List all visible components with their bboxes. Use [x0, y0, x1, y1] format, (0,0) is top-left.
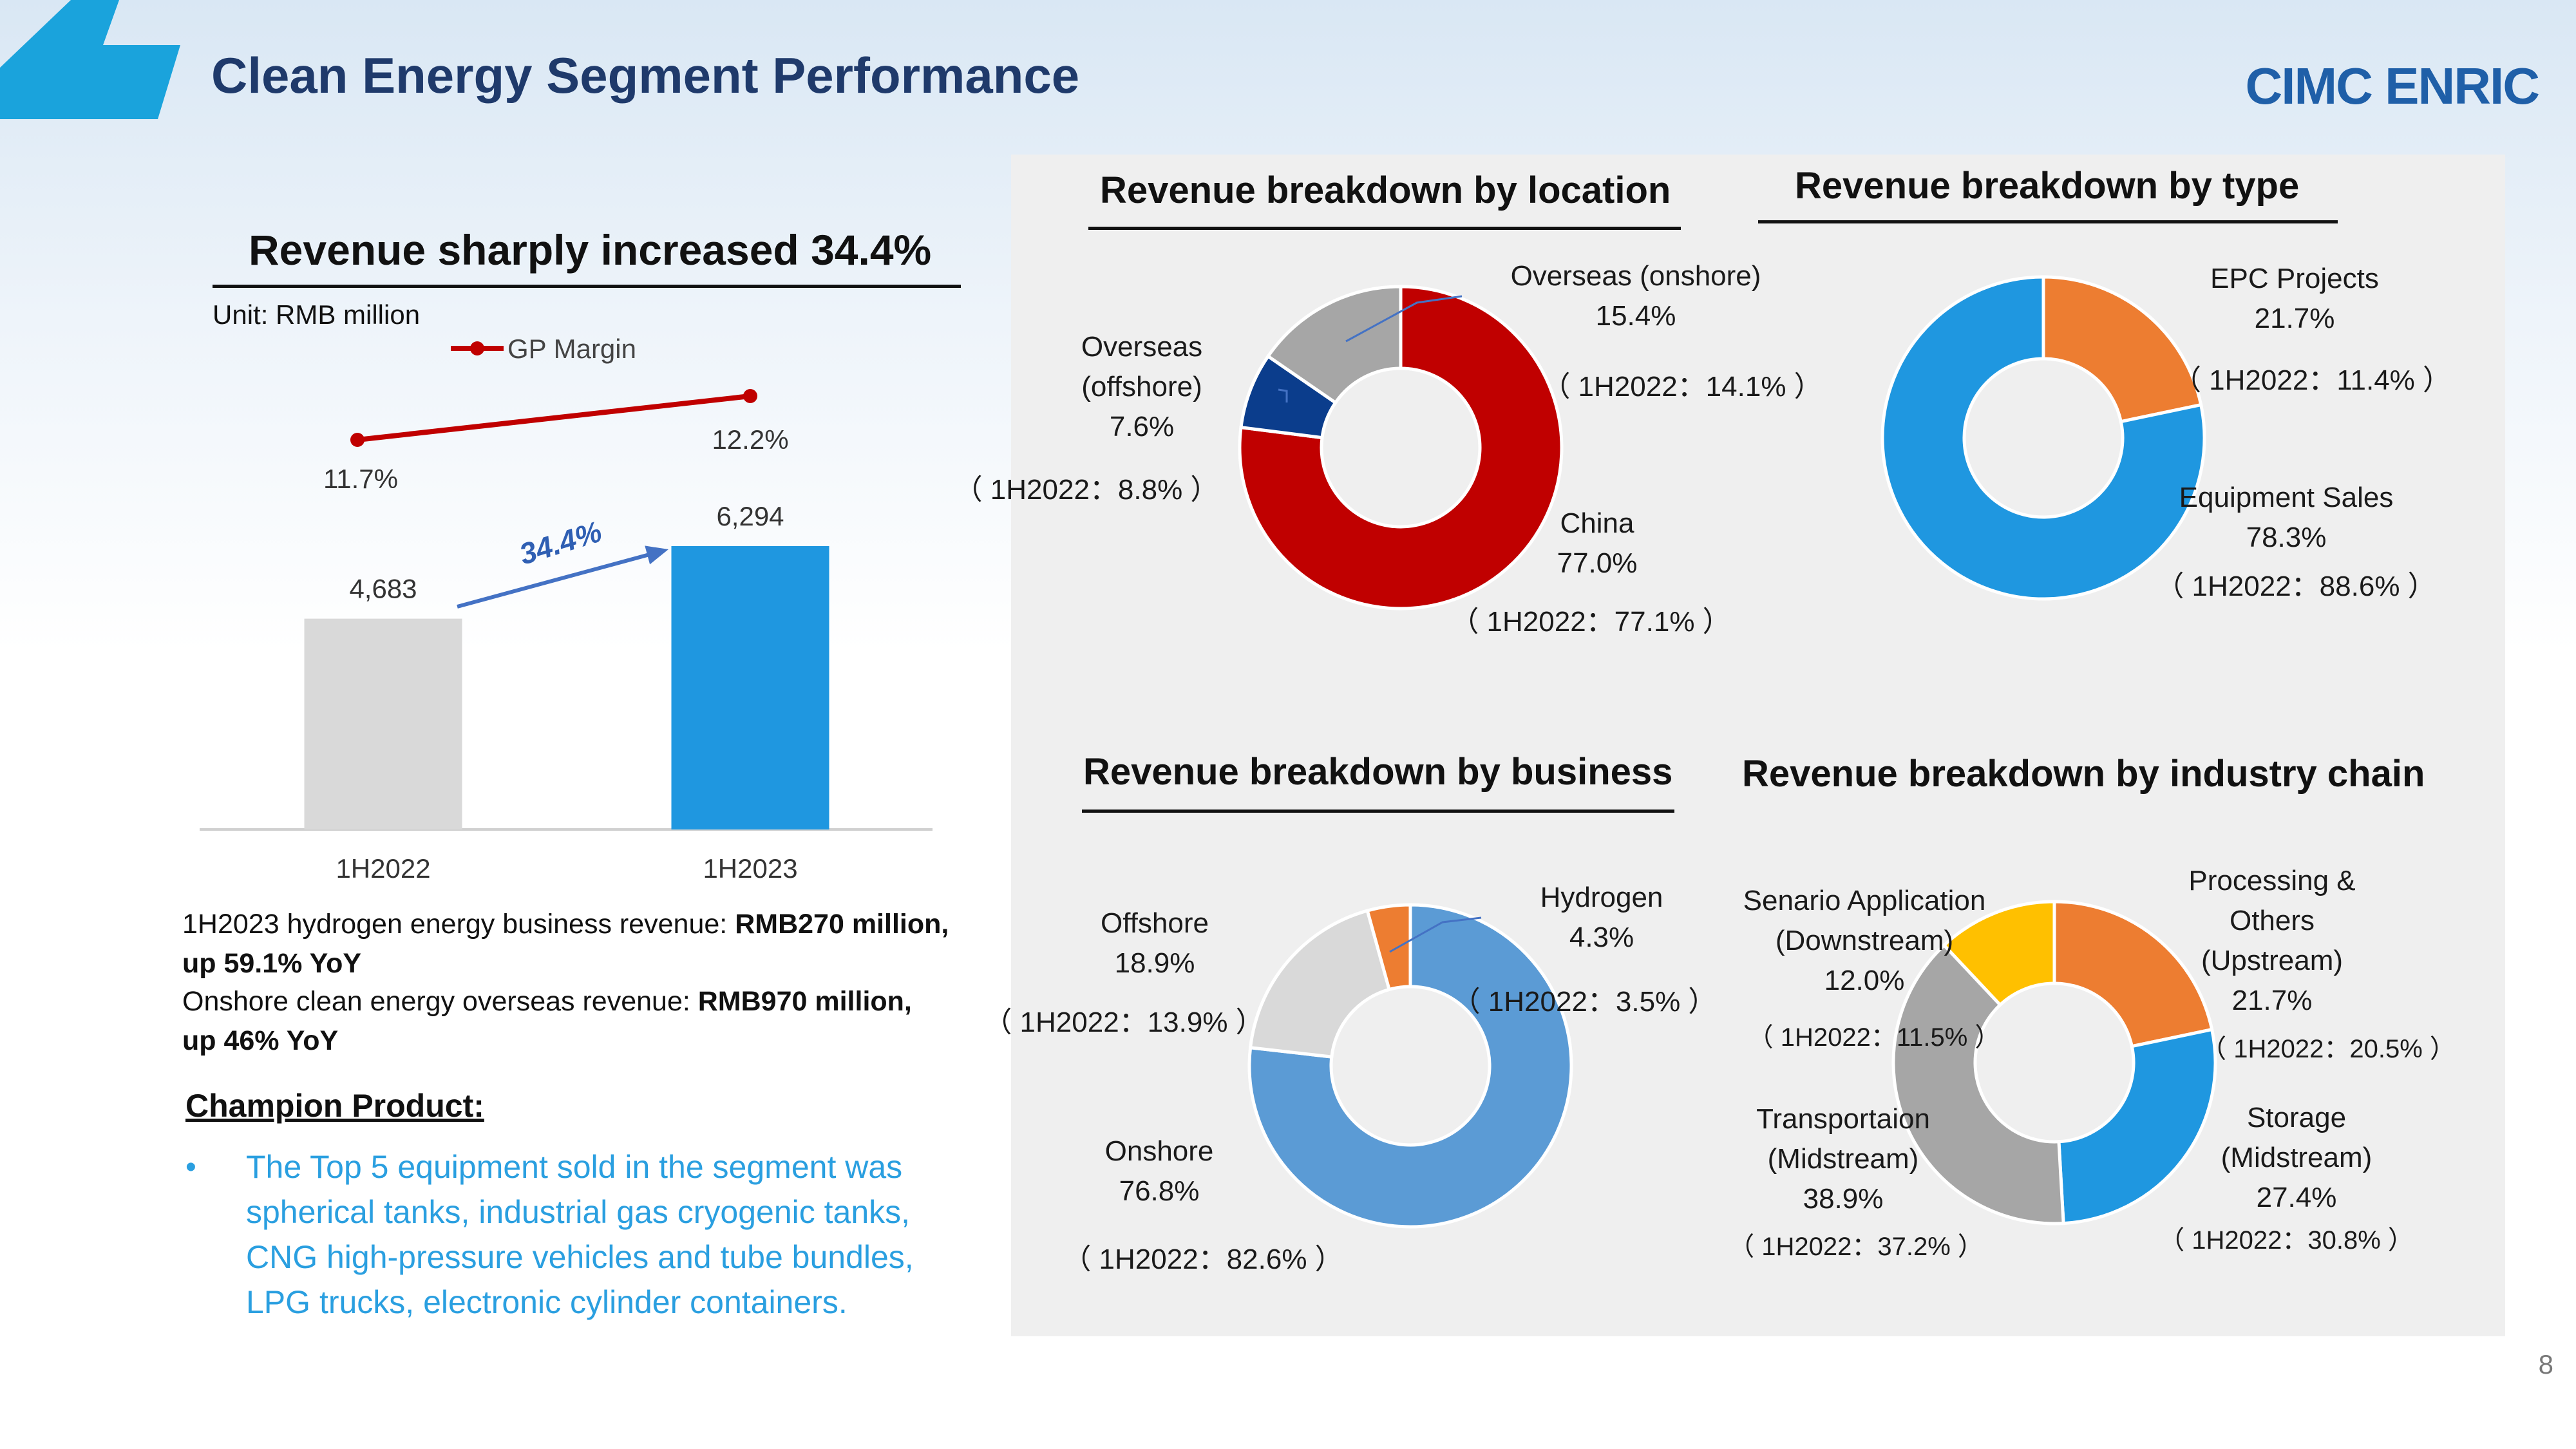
prior-overseas-offshore: （ 1H2022：8.8% ） [954, 474, 1219, 506]
label-downstream-l1: Senario Application [1743, 885, 1986, 916]
legend-gp-marker [470, 341, 484, 355]
label-china: China 77.0% [1557, 504, 1638, 583]
x-tick-label: 1H2022 [336, 853, 430, 884]
growth-arrow-line [457, 551, 653, 609]
revenue-headline: Revenue sharply increased 34.4% [249, 226, 932, 274]
prior-hydrogen: （ 1H2022：3.5% ） [1452, 986, 1717, 1018]
note-onshore-bold2: up 46% YoY [182, 1025, 339, 1056]
title-location: Revenue breakdown by location [1100, 169, 1671, 211]
label-downstream-pct: 12.0% [1824, 965, 1905, 996]
label-upstream-pct: 21.7% [2231, 985, 2313, 1016]
bar-1H2023 [671, 546, 829, 829]
company-logo: CIMC ENRIC [2245, 57, 2540, 115]
page-number: 8 [2538, 1349, 2553, 1379]
label-storage-l2: (Midstream) [2221, 1142, 2372, 1173]
prior-storage: （ 1H2022：30.8% ） [2159, 1226, 2414, 1255]
prior-onshore: （ 1H2022：82.6% ） [1063, 1244, 1343, 1275]
note-hydrogen: 1H2023 hydrogen energy business revenue:… [182, 905, 1019, 983]
title-industry-chain: Revenue breakdown by industry chain [1742, 753, 2425, 795]
champion-line-1: The Top 5 equipment sold in the segment … [246, 1149, 903, 1185]
label-storage-pct: 27.4% [2256, 1182, 2337, 1213]
label-offshore-name: Offshore [1101, 907, 1209, 939]
label-storage-l1: Storage [2246, 1102, 2347, 1133]
prior-overseas-onshore: （ 1H2022：14.1% ） [1542, 371, 1823, 402]
legend-gp-label: GP Margin [507, 334, 636, 364]
label-upstream-l2: Others [2229, 905, 2315, 936]
unit-label: Unit: RMB million [213, 299, 421, 330]
label-equipment-pct: 78.3% [2246, 522, 2327, 553]
champion-bullet: • [185, 1150, 196, 1184]
label-equipment: Equipment Sales 78.3% [2179, 478, 2394, 558]
note-onshore: Onshore clean energy overseas revenue: R… [182, 982, 1019, 1061]
label-overseas-onshore-pct: 15.4% [1595, 300, 1676, 332]
label-overseas-onshore: Overseas (onshore) 15.4% [1511, 256, 1761, 336]
label-hydrogen: Hydrogen 4.3% [1540, 878, 1663, 958]
label-hydrogen-pct: 4.3% [1569, 922, 1634, 953]
prior-offshore: （ 1H2022：13.9% ） [983, 1007, 1264, 1038]
prior-epc: （ 1H2022：11.4% ） [2172, 365, 2452, 396]
title-type-underline [1758, 220, 2338, 223]
prior-upstream: （ 1H2022：20.5% ） [2201, 1035, 2456, 1063]
corner-accent-shape [0, 0, 180, 119]
label-transport: Transportaion (Midstream) 38.9% [1756, 1099, 1930, 1219]
gp-margin-label: 11.7% [323, 464, 398, 494]
title-location-underline [1088, 227, 1681, 230]
label-onshore: Onshore 76.8% [1105, 1132, 1214, 1211]
label-transport-pct: 38.9% [1803, 1183, 1884, 1215]
label-upstream-l1: Processing & [2188, 865, 2356, 896]
growth-label: 34.4% [515, 515, 605, 571]
title-business: Revenue breakdown by business [1083, 751, 1673, 793]
champion-line-2: spherical tanks, industrial gas cryogeni… [246, 1194, 911, 1230]
prior-china: （ 1H2022：77.1% ） [1450, 606, 1731, 638]
label-china-pct: 77.0% [1557, 547, 1638, 579]
title-business-underline [1082, 810, 1674, 813]
label-overseas-offshore: Overseas (offshore) 7.6% [1081, 327, 1202, 447]
champion-title: Champion Product: [185, 1088, 484, 1124]
label-epc-pct: 21.7% [2254, 303, 2335, 334]
champion-line-4: LPG trucks, electronic cylinder containe… [246, 1284, 848, 1320]
champion-line-3: CNG high-pressure vehicles and tube bund… [246, 1239, 914, 1275]
label-offshore-line1: Overseas [1081, 331, 1203, 363]
label-downstream: Senario Application (Downstream) 12.0% [1743, 881, 1986, 1001]
note-hydrogen-text: 1H2023 hydrogen energy business revenue: [182, 909, 735, 940]
gp-margin-point [743, 389, 757, 403]
label-epc-name: EPC Projects [2210, 263, 2379, 294]
prior-equipment: （ 1H2022：88.6% ） [2155, 571, 2436, 602]
bar-1H2022 [304, 618, 462, 829]
label-offshore: Offshore 18.9% [1101, 904, 1209, 983]
bar-value-label: 6,294 [716, 501, 784, 531]
note-hydrogen-bold: RMB270 million, [735, 909, 949, 940]
label-upstream-l3: (Upstream) [2201, 945, 2344, 976]
label-china-name: China [1560, 507, 1634, 539]
growth-arrow-head [645, 545, 668, 565]
prior-downstream: （ 1H2022：11.5% ） [1747, 1023, 2001, 1052]
label-offshore-line2: (offshore) [1081, 371, 1202, 402]
label-downstream-l2: (Downstream) [1775, 925, 1954, 956]
title-type: Revenue breakdown by type [1795, 165, 2300, 207]
note-onshore-bold: RMB970 million, [697, 986, 912, 1017]
label-overseas-onshore-name: Overseas (onshore) [1510, 260, 1761, 292]
label-equipment-name: Equipment Sales [2179, 482, 2394, 513]
label-storage: Storage (Midstream) 27.4% [2221, 1098, 2372, 1218]
gp-margin-line [357, 393, 751, 442]
label-offshore-pct: 7.6% [1109, 411, 1175, 442]
note-onshore-text: Onshore clean energy overseas revenue: [182, 986, 698, 1017]
gp-margin-label: 12.2% [712, 424, 788, 455]
prior-transport: （ 1H2022：37.2% ） [1728, 1233, 1984, 1261]
x-tick-label: 1H2023 [703, 853, 797, 884]
note-hydrogen-bold2: up 59.1% YoY [182, 948, 362, 979]
label-offshore-pct: 18.9% [1114, 947, 1195, 979]
label-hydrogen-name: Hydrogen [1540, 882, 1663, 913]
headline-underline [213, 285, 961, 288]
label-transport-l1: Transportaion [1756, 1103, 1930, 1135]
label-transport-l2: (Midstream) [1767, 1143, 1919, 1175]
slide-title: Clean Energy Segment Performance [211, 47, 1080, 104]
gp-margin-point [350, 433, 365, 447]
label-onshore-pct: 76.8% [1119, 1175, 1200, 1207]
label-upstream: Processing & Others (Upstream) 21.7% [2188, 861, 2355, 1021]
label-epc: EPC Projects 21.7% [2210, 259, 2379, 339]
label-onshore-name: Onshore [1104, 1135, 1214, 1167]
bar-value-label: 4,683 [349, 574, 417, 604]
